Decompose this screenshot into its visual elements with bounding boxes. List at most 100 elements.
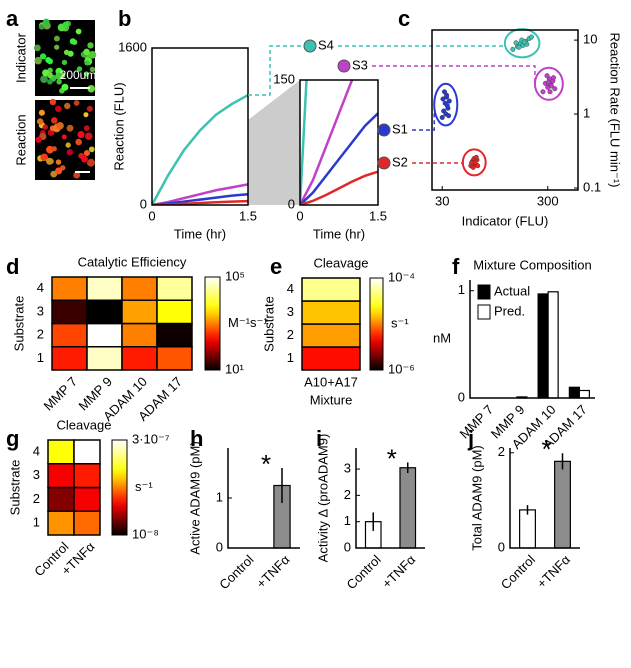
cell-dot <box>87 158 95 167</box>
colorbar-tick-label: 10⁻⁶ <box>388 361 415 376</box>
image-label: Reaction <box>13 114 28 165</box>
x-tick-label: Control <box>216 552 256 592</box>
plot-frame <box>431 29 579 191</box>
cell-dot <box>63 49 70 56</box>
x-axis-label: Indicator (FLU) <box>462 213 549 228</box>
cell-dot <box>53 35 60 42</box>
y-tick-label: 3 <box>287 304 294 319</box>
series-line <box>300 170 378 205</box>
cell-dot <box>56 122 64 130</box>
cell-dot <box>47 79 53 85</box>
y-tick-label: 3 <box>344 460 351 475</box>
cell-dot <box>69 38 76 45</box>
cell-dot <box>88 146 95 153</box>
heatmap-cell <box>156 276 193 301</box>
cluster-outline <box>533 66 564 101</box>
cell-dot <box>89 66 96 73</box>
heatmap-cell <box>301 300 361 325</box>
heatmap-cell <box>156 299 193 325</box>
cell-dot <box>64 102 71 110</box>
scatter-point <box>548 83 554 89</box>
scatter-point <box>470 164 476 170</box>
y-tick-label: 0 <box>216 539 223 554</box>
chart-title: Cleavage <box>57 417 112 432</box>
y-tick-label: 0 <box>140 196 147 211</box>
cell-dot <box>55 72 63 80</box>
y-tick-label: 1 <box>458 282 465 297</box>
bar <box>554 460 571 549</box>
colorbar <box>111 439 128 536</box>
heatmap-cell <box>121 346 158 371</box>
x-tick-label: 1.5 <box>369 208 387 223</box>
colorbar-tick-label: 10¹ <box>225 361 244 376</box>
heatmap-cell <box>121 322 158 348</box>
connector <box>412 104 435 131</box>
legend-swatch <box>477 284 491 300</box>
scatter-point <box>544 73 550 79</box>
x-tick-label: +TNFα <box>534 552 574 592</box>
legend-swatch <box>477 304 491 320</box>
scatter-point <box>547 89 553 95</box>
cell-dot <box>81 155 88 163</box>
connector <box>338 43 506 47</box>
cell-dot <box>47 72 53 79</box>
cell-dot <box>41 153 48 161</box>
heatmap-cell <box>47 510 75 536</box>
heatmap-cell <box>86 346 123 371</box>
legend-label: S3 <box>352 57 368 72</box>
scatter-point <box>473 154 479 160</box>
plot-frame <box>299 79 379 206</box>
connector <box>412 162 464 164</box>
y-axis-label: Active ADAM9 (pM) <box>187 441 202 554</box>
y-tick-label: 0 <box>344 539 351 554</box>
panel-letter: c <box>398 6 410 31</box>
colorbar-tick-label: 10⁻⁴ <box>388 269 415 284</box>
y-tick-label: 2 <box>498 444 505 459</box>
connector <box>372 65 536 84</box>
x-tick-label: 1.5 <box>239 208 257 223</box>
scatter-point <box>552 86 558 92</box>
colorbar-label: s⁻¹ <box>391 315 409 330</box>
cell-dot <box>54 44 60 50</box>
y-tick-label: 0.1 <box>583 179 601 194</box>
panel-letter: d <box>6 254 19 279</box>
chart-heatmap: 1234Control+TNFα3·10⁻⁷10⁻⁸s⁻¹gCleavageSu… <box>6 417 170 579</box>
cell-dot <box>73 100 80 106</box>
y-tick-label: 1 <box>33 515 40 530</box>
scatter-point <box>444 103 450 109</box>
series-line <box>300 80 354 205</box>
heatmap-cell <box>73 439 101 465</box>
heatmap-cell <box>121 299 158 325</box>
heatmap-cell <box>156 322 193 348</box>
heatmap-cell <box>51 322 88 348</box>
legend-label: S4 <box>318 37 334 52</box>
cell-dot <box>61 83 69 91</box>
scatter-point <box>551 75 557 81</box>
legend-label: Actual <box>494 283 530 298</box>
y-axis-label: Substrate <box>7 460 22 516</box>
scatter-point <box>475 163 481 169</box>
bar <box>537 293 549 399</box>
cell-dot <box>49 98 57 106</box>
colorbar-label: M⁻¹s⁻¹ <box>228 315 268 330</box>
y-tick-label: 10 <box>583 32 597 47</box>
heatmap-cell <box>47 439 75 465</box>
colorbar <box>204 276 221 371</box>
panel-letter: i <box>316 426 322 451</box>
cell-dot <box>55 105 62 113</box>
cell-dot <box>65 142 71 148</box>
chart-heatmap: 1 2 3 4 A10+A17 Mixture 10⁻⁴ 10⁻⁶ s⁻¹ e Cleavage Su… <box>261 254 414 408</box>
legend-marker <box>377 156 391 170</box>
cell-dot <box>83 48 90 56</box>
scatter-point <box>513 40 519 46</box>
cell-dot <box>38 24 45 30</box>
y-tick-label: 4 <box>287 281 294 296</box>
colorbar-tick-label: 3·10⁻⁷ <box>132 431 170 446</box>
y-tick-label: 4 <box>33 443 40 458</box>
cell-dot <box>46 157 54 165</box>
y-tick-label: 2 <box>37 327 44 342</box>
series-line <box>152 183 248 205</box>
cell-dot <box>77 131 85 139</box>
